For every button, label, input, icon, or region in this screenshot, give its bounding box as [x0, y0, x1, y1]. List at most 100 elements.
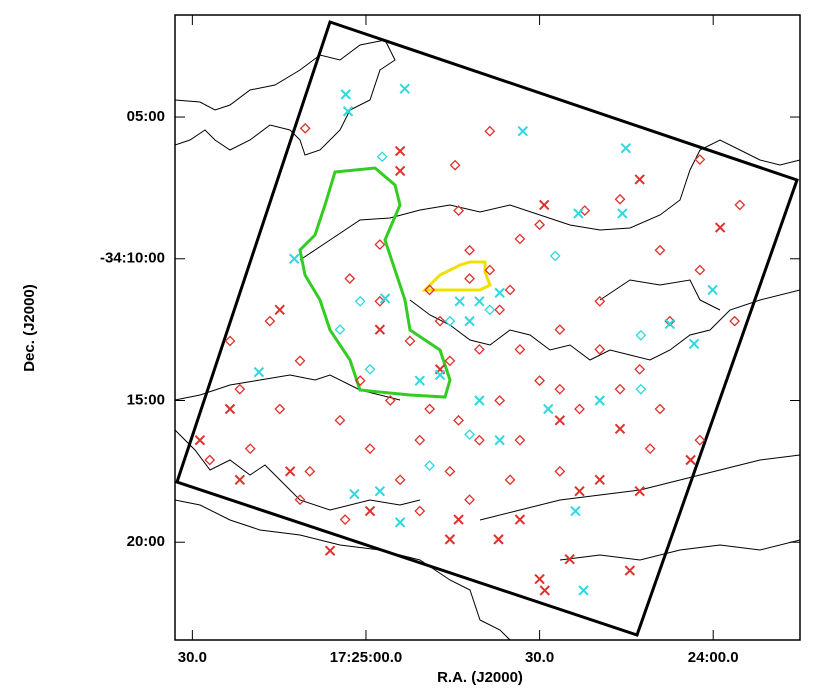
diamond-point: [424, 284, 436, 296]
diamond-point: [654, 244, 666, 256]
cross-point: [574, 485, 585, 497]
cross-point: [543, 403, 554, 415]
diamond-point: [574, 403, 585, 415]
diamond-point: [554, 465, 566, 477]
diamond-point: [299, 122, 311, 134]
diamond-point: [444, 465, 456, 477]
cross-point: [594, 395, 605, 406]
cross-point: [474, 395, 485, 406]
diamond-point: [729, 315, 741, 327]
diamond-point: [504, 474, 516, 486]
cross-point: [554, 415, 566, 426]
contour: [479, 454, 800, 521]
cross-point: [253, 366, 265, 378]
diamond-point: [464, 494, 475, 506]
contour: [559, 539, 800, 561]
diamond-point: [614, 193, 626, 205]
diamond-point: [484, 304, 496, 316]
diamond-point: [449, 159, 461, 171]
green-contour: [298, 166, 452, 399]
cross-point: [324, 545, 336, 556]
cross-point: [634, 485, 645, 497]
diamond-point: [514, 344, 526, 355]
x-axis-label: R.A. (J2000): [437, 669, 523, 686]
cross-point: [374, 324, 386, 335]
y-axis-label: Dec. (J2000): [21, 284, 38, 372]
diamond-point: [514, 434, 526, 446]
y-tick-label: 05:00: [127, 108, 165, 125]
diamond-point: [694, 154, 706, 165]
diamond-point: [344, 273, 356, 285]
cross-point: [688, 338, 700, 350]
cross-point: [564, 554, 575, 565]
contour: [175, 374, 401, 401]
cross-point: [394, 165, 406, 177]
diamond-point: [614, 383, 626, 395]
diamond-point: [453, 414, 464, 426]
diamond-point: [473, 434, 485, 446]
diamond-point: [484, 125, 496, 137]
cross-point: [454, 296, 465, 307]
diamond-point: [376, 151, 388, 163]
diamond-point: [424, 403, 436, 415]
diamond-point: [444, 315, 456, 327]
cross-point: [349, 488, 360, 500]
diamond-point: [464, 273, 475, 285]
diamond-point: [635, 383, 647, 395]
cross-point: [573, 208, 584, 219]
overlays: [175, 20, 800, 640]
cross-point: [570, 505, 581, 517]
diamond-point: [364, 363, 376, 375]
cross-point: [534, 573, 545, 585]
diamond-point: [549, 250, 561, 262]
y-tick-label: 20:00: [127, 533, 165, 550]
yellow-contour: [421, 260, 492, 292]
cross-point: [274, 304, 285, 315]
y-tick-label: -34:10:00: [100, 250, 165, 267]
diamond-point: [304, 465, 316, 477]
cross-point: [493, 534, 504, 545]
contour: [175, 429, 421, 511]
cross-point: [578, 585, 589, 596]
diamond-point: [354, 295, 366, 307]
diamond-point: [594, 295, 606, 307]
diamond-point: [264, 315, 276, 327]
cross-point: [340, 89, 351, 100]
diamond-point: [514, 233, 526, 245]
diamond-point: [434, 315, 446, 327]
cross-point: [664, 318, 675, 330]
cross-point: [614, 423, 626, 435]
x-tick-label: 24:00.0: [688, 649, 739, 666]
diamond-point: [634, 363, 646, 375]
diamond-point: [394, 474, 406, 486]
cross-point: [714, 222, 726, 233]
cross-point: [539, 585, 550, 596]
cross-point: [620, 143, 632, 154]
cross-point: [284, 466, 296, 477]
cross-point: [289, 253, 300, 264]
diamond-point: [404, 335, 416, 347]
cross-point: [707, 284, 718, 296]
cross-point: [379, 293, 391, 304]
diamond-point: [644, 443, 656, 455]
diamond-point: [453, 205, 464, 216]
cross-point: [453, 514, 464, 525]
diamond-point: [294, 494, 306, 506]
diamond-point: [734, 199, 746, 211]
plot-frame: [174, 14, 801, 641]
cross-point: [594, 474, 605, 486]
cross-point: [224, 403, 236, 415]
diamond-point: [414, 434, 426, 446]
contour: [175, 39, 396, 156]
diamond-point: [554, 324, 566, 336]
cross-point: [374, 485, 386, 497]
diamond-point: [534, 219, 546, 231]
field-outline: [175, 20, 799, 637]
diamond-point: [384, 395, 396, 406]
diamond-point: [204, 454, 216, 466]
diamond-point: [244, 443, 256, 455]
contour: [299, 139, 800, 261]
diamond-point: [294, 355, 306, 367]
diamond-point: [494, 304, 506, 316]
cross-point: [234, 474, 246, 486]
